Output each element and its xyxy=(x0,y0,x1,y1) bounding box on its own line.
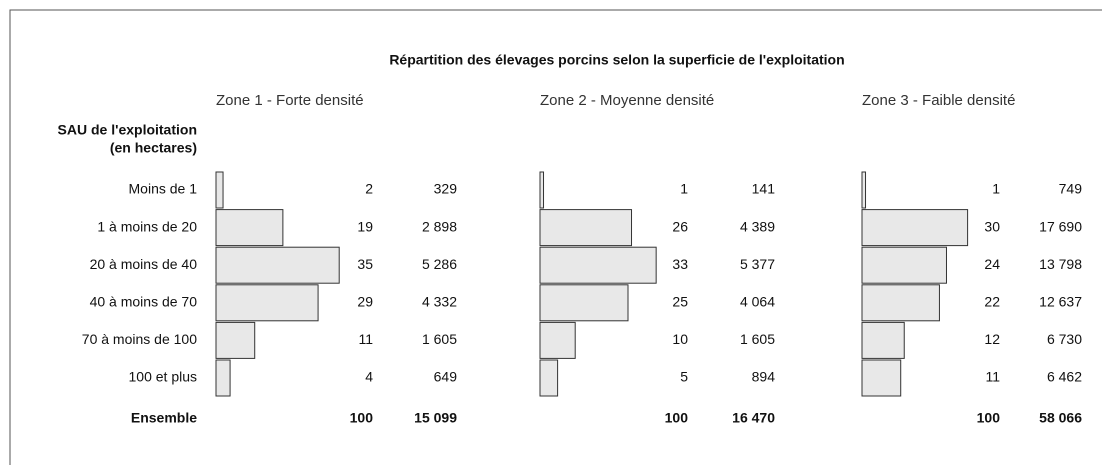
bar xyxy=(861,209,969,247)
percent-label: 19 xyxy=(357,218,373,234)
count-label: 6 730 xyxy=(1047,331,1082,347)
count-label: 329 xyxy=(434,181,458,197)
total-percent: 100 xyxy=(977,410,1001,426)
percent-label: 33 xyxy=(672,256,688,272)
bar xyxy=(539,321,576,359)
count-label: 4 389 xyxy=(740,218,775,234)
count-label: 649 xyxy=(434,369,458,385)
percent-label: 12 xyxy=(984,331,1000,347)
category-label: Moins de 1 xyxy=(129,181,198,197)
percent-label: 11 xyxy=(985,369,1000,385)
total-count: 16 470 xyxy=(732,410,775,426)
category-label: 70 à moins de 100 xyxy=(82,331,197,347)
bar xyxy=(861,321,905,359)
percent-label: 22 xyxy=(984,294,1000,310)
row-header: (en hectares) xyxy=(110,140,197,156)
count-label: 5 286 xyxy=(422,256,457,272)
count-label: 17 690 xyxy=(1039,218,1082,234)
count-label: 5 377 xyxy=(740,256,775,272)
count-label: 13 798 xyxy=(1039,256,1082,272)
percent-label: 30 xyxy=(984,218,1000,234)
frame xyxy=(9,9,1102,465)
total-label: Ensemble xyxy=(131,410,197,426)
bar xyxy=(861,359,902,397)
percent-label: 29 xyxy=(357,294,373,310)
zone-title: Zone 3 - Faible densité xyxy=(862,92,1015,109)
bar xyxy=(539,284,629,322)
count-label: 1 605 xyxy=(422,331,457,347)
zone-title: Zone 1 - Forte densité xyxy=(216,92,364,109)
percent-label: 11 xyxy=(358,331,373,347)
count-label: 141 xyxy=(752,181,776,197)
percent-label: 1 xyxy=(992,181,1000,197)
zone-title: Zone 2 - Moyenne densité xyxy=(540,92,714,109)
chart-title: Répartition des élevages porcins selon l… xyxy=(389,52,844,68)
bar xyxy=(215,359,231,397)
total-count: 58 066 xyxy=(1039,410,1082,426)
percent-label: 26 xyxy=(672,218,688,234)
percent-label: 4 xyxy=(365,369,373,385)
percent-label: 2 xyxy=(365,181,373,197)
percent-label: 10 xyxy=(672,331,688,347)
bar xyxy=(539,209,633,247)
count-label: 749 xyxy=(1059,181,1083,197)
total-count: 15 099 xyxy=(414,410,457,426)
bar xyxy=(861,246,947,284)
count-label: 1 605 xyxy=(740,331,775,347)
bar xyxy=(861,284,940,322)
count-label: 6 462 xyxy=(1047,369,1082,385)
count-label: 4 064 xyxy=(740,294,775,310)
count-label: 12 637 xyxy=(1039,294,1082,310)
percent-label: 25 xyxy=(672,294,688,310)
percent-label: 5 xyxy=(680,369,688,385)
category-label: 1 à moins de 20 xyxy=(97,218,197,234)
bar xyxy=(861,171,867,209)
category-label: 40 à moins de 70 xyxy=(90,294,198,310)
count-label: 894 xyxy=(752,369,776,385)
percent-label: 35 xyxy=(357,256,373,272)
bar xyxy=(539,171,545,209)
total-percent: 100 xyxy=(665,410,689,426)
percent-label: 1 xyxy=(680,181,688,197)
count-label: 4 332 xyxy=(422,294,457,310)
category-label: 20 à moins de 40 xyxy=(90,256,198,272)
bar xyxy=(539,359,559,397)
bar xyxy=(215,209,284,247)
percent-label: 24 xyxy=(984,256,1000,272)
total-percent: 100 xyxy=(350,410,374,426)
bar xyxy=(539,246,657,284)
category-label: 100 et plus xyxy=(129,369,198,385)
count-label: 2 898 xyxy=(422,218,457,234)
bar xyxy=(215,284,319,322)
bar xyxy=(215,246,340,284)
row-header: SAU de l'exploitation xyxy=(58,122,197,138)
bar xyxy=(215,321,256,359)
bar xyxy=(215,171,224,209)
